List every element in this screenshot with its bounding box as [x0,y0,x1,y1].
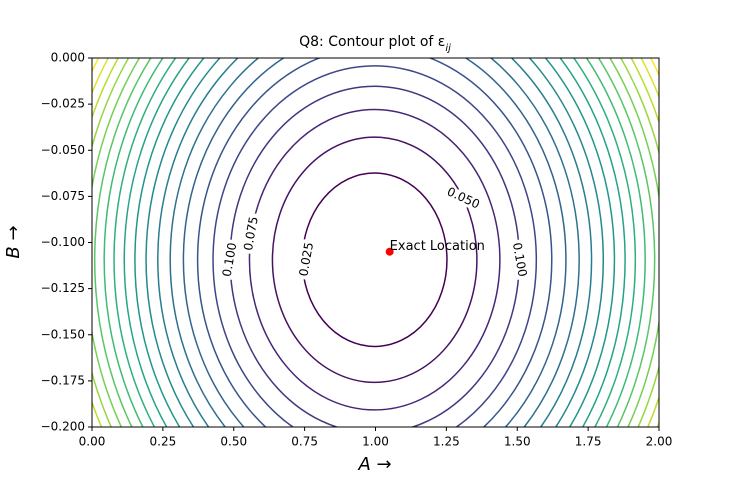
x-tick-label: 1.50 [504,435,531,449]
x-tick-label: 0.00 [79,435,106,449]
contour-label: 0.100 [510,242,530,278]
contour-line [157,58,593,427]
contour-label-bg [242,213,261,254]
contour-line [92,58,659,427]
contour-line [182,58,567,427]
y-tick-label: −0.200 [41,420,85,434]
contour-line [248,108,501,411]
contour-label-bg [443,189,484,208]
contour-label-bg [510,239,529,280]
y-tick-label: −0.025 [41,97,85,111]
contour-label-bg [221,239,240,280]
contour-line [229,85,520,427]
contour-line [92,58,659,78]
y-axis-label: B → [3,225,24,258]
x-tick-label: 1.75 [575,435,602,449]
y-tick-label: −0.175 [41,373,85,387]
contour-label: 0.025 [296,241,316,277]
contour-line [145,58,604,427]
y-tick-label: −0.050 [41,143,85,157]
contour-label: 0.050 [445,184,482,211]
x-tick-label: 0.25 [150,435,177,449]
contour-line [123,58,626,427]
axes-frame [91,57,660,428]
contour-label-bg [297,239,316,280]
y-tick-label: −0.150 [41,327,85,341]
x-tick-label: 1.25 [433,435,460,449]
title-subscript: ij [445,43,451,54]
y-tick-label: −0.125 [41,281,85,295]
contour-line [94,58,656,427]
x-tick-label: 1.00 [362,435,389,449]
y-tick-label: −0.075 [41,189,85,203]
point-label: Exact Location [390,239,485,254]
contour-line [196,58,553,427]
contour-label: 0.100 [220,242,240,278]
chart-title: Q8: Contour plot of εij [299,34,451,54]
contour-line [134,58,616,427]
x-tick-label: 0.50 [220,435,247,449]
contour-line [212,65,538,427]
contour-line [301,172,448,348]
x-tick-label: 2.00 [646,435,673,449]
contour-line [103,58,646,427]
x-tick-label: 0.75 [291,435,318,449]
exact-point [385,247,394,256]
contour-line [113,58,637,427]
contour-label: 0.075 [241,215,261,251]
title-text: Q8: Contour plot of ε [299,34,445,50]
contour-line [271,136,478,384]
y-tick-label: −0.100 [41,235,85,249]
y-tick-label: 0.000 [51,51,85,65]
contour-line [169,58,580,427]
x-axis-label: A → [357,454,391,475]
contour-line [92,58,659,427]
